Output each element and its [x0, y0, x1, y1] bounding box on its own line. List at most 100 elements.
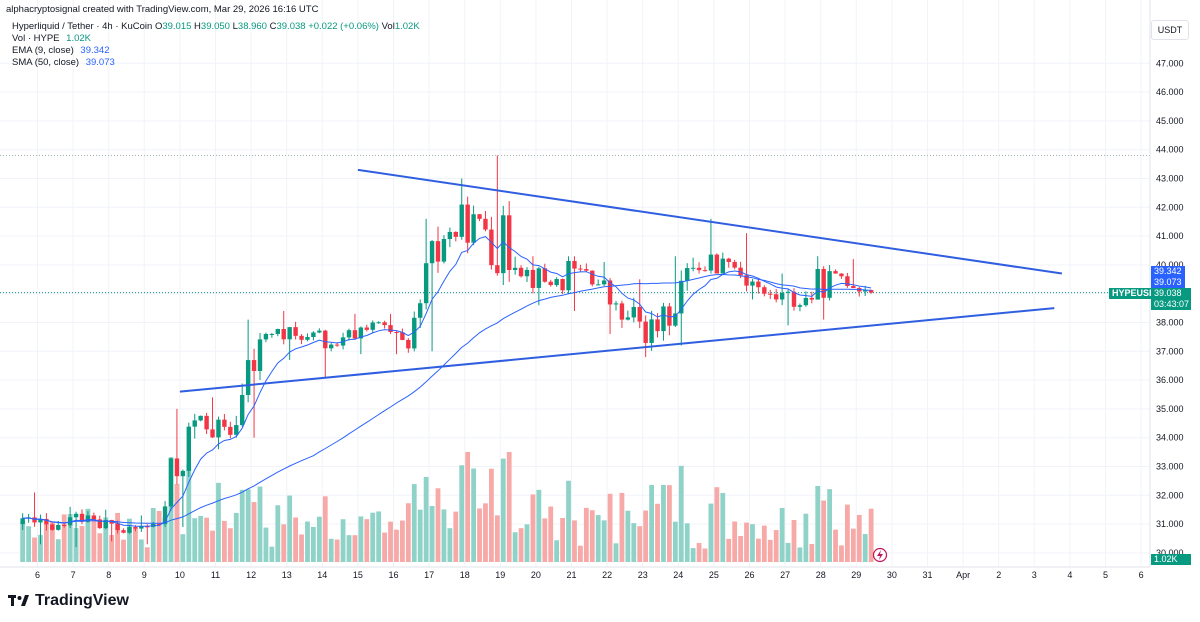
tradingview-logo[interactable]: TradingView	[8, 592, 129, 610]
candle-body[interactable]	[590, 270, 595, 285]
candle-body[interactable]	[293, 327, 298, 336]
candle-body[interactable]	[352, 330, 358, 339]
candle-body[interactable]	[791, 291, 797, 307]
candle-body[interactable]	[821, 268, 826, 298]
candle-body[interactable]	[673, 313, 678, 326]
candle-body[interactable]	[501, 215, 506, 274]
candle-body[interactable]	[20, 518, 25, 525]
candle-body[interactable]	[530, 269, 536, 288]
candle-body[interactable]	[305, 336, 310, 340]
candle-body[interactable]	[868, 289, 874, 293]
candle-body[interactable]	[447, 231, 453, 239]
candle-body[interactable]	[222, 419, 227, 427]
replay-icon[interactable]	[872, 547, 888, 563]
candle-body[interactable]	[174, 458, 180, 477]
candle-body[interactable]	[827, 271, 832, 298]
candle-body[interactable]	[32, 517, 37, 523]
candle-body[interactable]	[768, 293, 773, 295]
symbol-title[interactable]: Hyperliquid / Tether · 4h · KuCoin	[12, 21, 153, 32]
candle-body[interactable]	[702, 270, 708, 272]
candle-body[interactable]	[619, 303, 625, 320]
candle-body[interactable]	[139, 526, 144, 529]
candle-body[interactable]	[275, 329, 280, 334]
candle-body[interactable]	[726, 258, 731, 263]
candle-body[interactable]	[67, 517, 73, 526]
currency-button[interactable]: USDT	[1151, 20, 1189, 40]
candle-body[interactable]	[572, 260, 577, 269]
candle-body[interactable]	[412, 317, 417, 349]
candle-body[interactable]	[453, 231, 458, 237]
candle-body[interactable]	[269, 333, 275, 335]
candle-body[interactable]	[708, 254, 714, 271]
candle-body[interactable]	[133, 527, 138, 529]
candle-body[interactable]	[578, 268, 583, 270]
candle-body[interactable]	[418, 303, 423, 318]
candle-body[interactable]	[311, 332, 316, 337]
candle-body[interactable]	[518, 267, 524, 277]
candle-body[interactable]	[85, 515, 91, 522]
candle-body[interactable]	[441, 238, 447, 262]
candle-body[interactable]	[334, 344, 340, 346]
indicator-ema[interactable]: EMA (9, close) 39.342	[12, 45, 109, 56]
candle-body[interactable]	[240, 395, 245, 426]
candle-body[interactable]	[228, 426, 233, 435]
candle-body[interactable]	[566, 260, 571, 291]
candle-body[interactable]	[839, 273, 844, 277]
candle-body[interactable]	[845, 276, 850, 286]
candle-body[interactable]	[833, 271, 838, 274]
candle-body[interactable]	[631, 306, 636, 318]
candle-body[interactable]	[251, 360, 257, 371]
candle-body[interactable]	[661, 306, 666, 332]
candle-body[interactable]	[406, 339, 411, 349]
candle-body[interactable]	[720, 258, 725, 274]
candle-body[interactable]	[637, 306, 642, 322]
candle-body[interactable]	[234, 425, 239, 435]
candle-body[interactable]	[429, 241, 435, 264]
candle-body[interactable]	[601, 280, 607, 285]
candle-body[interactable]	[376, 322, 381, 324]
candle-body[interactable]	[762, 287, 767, 294]
candle-body[interactable]	[554, 279, 559, 286]
candle-body[interactable]	[323, 330, 328, 349]
candle-body[interactable]	[495, 265, 500, 274]
candle-body[interactable]	[435, 241, 441, 262]
candle-body[interactable]	[168, 458, 174, 507]
candle-body[interactable]	[56, 524, 61, 530]
candle-body[interactable]	[507, 215, 512, 270]
candle-body[interactable]	[198, 415, 203, 421]
candle-body[interactable]	[192, 420, 197, 427]
candle-body[interactable]	[667, 306, 672, 326]
candle-body[interactable]	[73, 513, 79, 518]
candle-body[interactable]	[44, 519, 49, 525]
candle-body[interactable]	[145, 526, 150, 528]
indicator-vol[interactable]: Vol · HYPE 1.02K	[12, 33, 91, 44]
candle-body[interactable]	[97, 519, 102, 529]
candle-body[interactable]	[263, 334, 269, 340]
candle-body[interactable]	[584, 269, 589, 271]
candle-body[interactable]	[127, 527, 132, 533]
candle-body[interactable]	[750, 281, 755, 286]
candle-body[interactable]	[863, 289, 868, 292]
candle-body[interactable]	[643, 321, 648, 343]
candle-body[interactable]	[607, 280, 613, 305]
candle-body[interactable]	[690, 267, 696, 269]
candle-body[interactable]	[370, 322, 375, 330]
candle-body[interactable]	[400, 332, 405, 340]
candle-body[interactable]	[471, 214, 476, 243]
candle-body[interactable]	[744, 275, 749, 286]
candle-body[interactable]	[613, 303, 619, 305]
candle-body[interactable]	[382, 322, 387, 326]
candle-body[interactable]	[560, 279, 565, 291]
candle-body[interactable]	[809, 297, 814, 300]
candle-body[interactable]	[524, 269, 530, 277]
candle-body[interactable]	[317, 330, 322, 333]
candle-body[interactable]	[79, 513, 85, 522]
candle-body[interactable]	[779, 292, 785, 300]
candle-body[interactable]	[679, 280, 684, 314]
candle-body[interactable]	[210, 429, 215, 438]
candle-body[interactable]	[785, 291, 791, 293]
candle-body[interactable]	[714, 254, 720, 274]
candle-body[interactable]	[483, 218, 488, 230]
candle-body[interactable]	[685, 268, 690, 281]
